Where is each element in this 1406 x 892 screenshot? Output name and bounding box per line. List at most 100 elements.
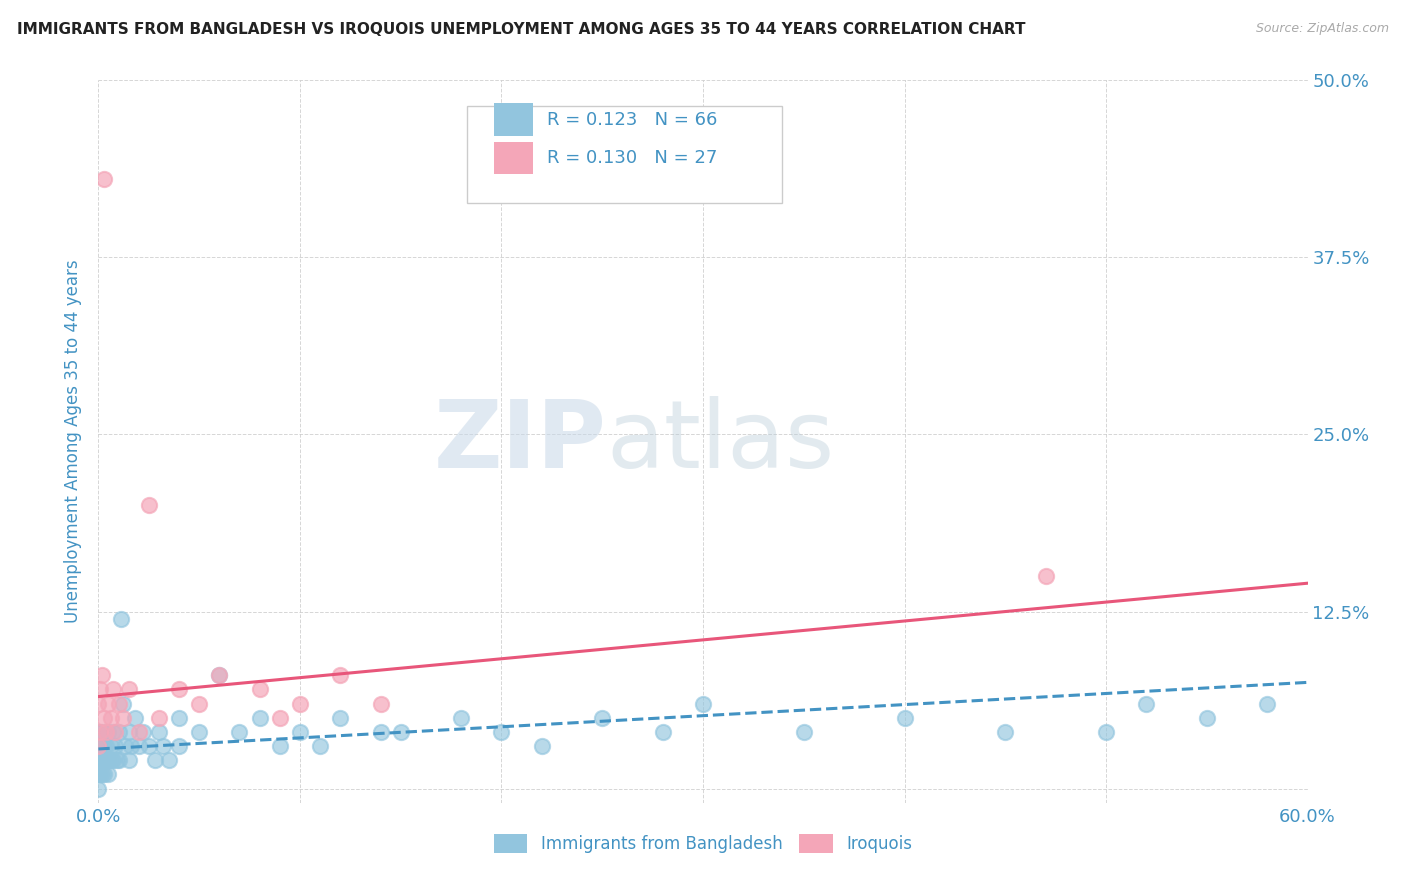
Point [1256, 697, 1278, 711]
Point [288, 697, 311, 711]
Text: ZIP: ZIP [433, 395, 606, 488]
Point [249, 711, 271, 725]
Point [132, 725, 155, 739]
Point [110, 612, 132, 626]
Point [793, 725, 815, 739]
Point [91, 767, 114, 781]
Point [1195, 711, 1218, 725]
Text: R = 0.130   N = 27: R = 0.130 N = 27 [547, 149, 717, 167]
Point [91, 753, 114, 767]
Point [893, 711, 915, 725]
Point [107, 753, 129, 767]
Point [101, 725, 124, 739]
Point [87, 767, 110, 781]
Point [89, 725, 111, 739]
Text: atlas: atlas [606, 395, 835, 488]
Point [288, 725, 311, 739]
Text: IMMIGRANTS FROM BANGLADESH VS IROQUOIS UNEMPLOYMENT AMONG AGES 35 TO 44 YEARS CO: IMMIGRANTS FROM BANGLADESH VS IROQUOIS U… [17, 22, 1025, 37]
Point [138, 498, 160, 512]
Point [188, 725, 211, 739]
Point [107, 697, 129, 711]
Point [591, 711, 613, 725]
Point [103, 725, 125, 739]
Point [124, 711, 146, 725]
Point [370, 697, 392, 711]
Point [96, 739, 118, 753]
Text: R = 0.123   N = 66: R = 0.123 N = 66 [547, 111, 717, 128]
Point [167, 739, 190, 753]
Point [188, 697, 211, 711]
Point [138, 739, 160, 753]
Point [143, 753, 166, 767]
Point [118, 753, 141, 767]
Point [329, 711, 352, 725]
Bar [494, 103, 533, 136]
Point [93, 753, 115, 767]
Point [87, 781, 110, 796]
FancyBboxPatch shape [467, 105, 782, 203]
Point [309, 739, 332, 753]
Point [93, 767, 115, 781]
Point [530, 739, 553, 753]
Point [100, 711, 122, 725]
Point [96, 725, 118, 739]
Point [89, 739, 111, 753]
Point [101, 753, 124, 767]
Point [89, 753, 111, 767]
Point [89, 767, 111, 781]
Point [389, 725, 412, 739]
Point [96, 753, 118, 767]
Point [114, 739, 136, 753]
Point [249, 682, 271, 697]
Point [269, 711, 291, 725]
Point [491, 725, 513, 739]
Point [97, 725, 120, 739]
Point [994, 725, 1017, 739]
Point [87, 739, 110, 753]
Point [118, 725, 141, 739]
Point [97, 767, 120, 781]
Point [148, 725, 170, 739]
Point [167, 711, 190, 725]
Point [87, 739, 110, 753]
Point [152, 739, 174, 753]
Point [148, 711, 170, 725]
Point [93, 739, 115, 753]
Point [87, 725, 110, 739]
Point [1135, 697, 1157, 711]
Point [269, 739, 291, 753]
Point [128, 725, 150, 739]
Point [651, 725, 673, 739]
Point [1095, 725, 1118, 739]
Point [100, 739, 122, 753]
Point [105, 753, 128, 767]
Point [87, 697, 110, 711]
Point [692, 697, 714, 711]
Point [228, 725, 250, 739]
Point [87, 753, 110, 767]
Text: Source: ZipAtlas.com: Source: ZipAtlas.com [1256, 22, 1389, 36]
Point [111, 711, 134, 725]
Point [97, 697, 120, 711]
Point [91, 668, 114, 682]
Point [101, 682, 124, 697]
Point [450, 711, 472, 725]
Point [89, 682, 111, 697]
Point [93, 711, 115, 725]
Point [208, 668, 231, 682]
Point [167, 682, 190, 697]
Point [329, 668, 352, 682]
Point [97, 753, 120, 767]
Point [120, 739, 142, 753]
Legend: Immigrants from Bangladesh, Iroquois: Immigrants from Bangladesh, Iroquois [488, 827, 918, 860]
Point [100, 753, 122, 767]
Point [111, 697, 134, 711]
Point [370, 725, 392, 739]
Point [157, 753, 180, 767]
Point [128, 739, 150, 753]
Point [118, 682, 141, 697]
Point [1035, 569, 1057, 583]
Y-axis label: Unemployment Among Ages 35 to 44 years: Unemployment Among Ages 35 to 44 years [65, 260, 83, 624]
Point [103, 739, 125, 753]
Point [107, 725, 129, 739]
